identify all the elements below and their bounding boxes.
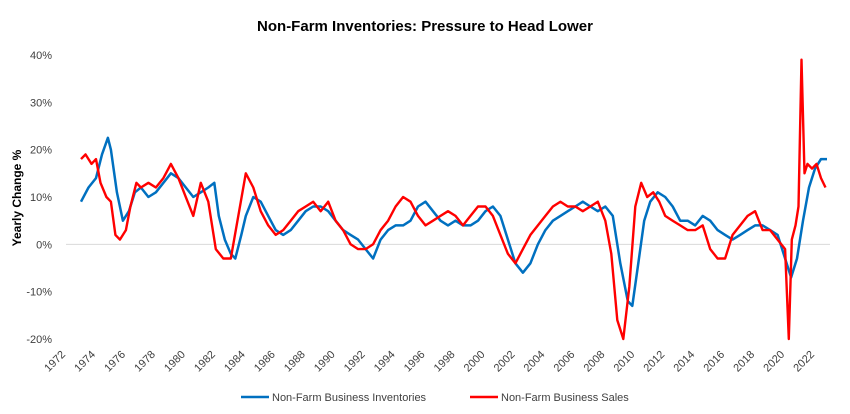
y-tick-label: 40%: [30, 50, 52, 62]
x-tick-label: 1980: [162, 349, 188, 375]
x-axis-ticks: 1972 1974 1976 1978 1980 1982 1984 1986 1988 1990…: [42, 349, 817, 375]
y-axis-label: Yearly Change %: [10, 149, 24, 246]
x-tick-label: 2004: [522, 349, 548, 375]
chart-title: Non-Farm Inventories: Pressure to Head L…: [257, 18, 593, 35]
x-tick-label: 2002: [492, 349, 518, 375]
x-tick-label: 1976: [102, 349, 128, 375]
x-tick-label: 1996: [402, 349, 428, 375]
series-line-inventories: [79, 136, 827, 308]
y-tick-label: 0%: [36, 239, 52, 251]
x-tick-label: 1992: [342, 349, 368, 375]
x-tick-label: 1988: [282, 349, 308, 375]
x-tick-label: 2008: [582, 349, 608, 375]
x-tick-label: 2016: [701, 349, 727, 375]
x-tick-label: 1986: [252, 349, 278, 375]
x-tick-label: 1984: [222, 349, 248, 375]
series-line-sales: [80, 58, 827, 341]
y-tick-label: -10%: [26, 287, 52, 299]
legend-label: Non-Farm Business Sales: [501, 392, 629, 404]
x-tick-label: 2014: [671, 349, 697, 375]
y-tick-label: 10%: [30, 192, 52, 204]
x-tick-label: 1994: [372, 349, 398, 375]
x-tick-label: 2000: [462, 349, 488, 375]
x-tick-label: 2018: [731, 349, 757, 375]
legend: Non-Farm Business Inventories Non-Farm Bu…: [241, 392, 629, 404]
x-tick-label: 1974: [72, 349, 98, 375]
y-tick-label: -20%: [26, 334, 52, 346]
x-tick-label: 2006: [552, 349, 578, 375]
x-tick-label: 1990: [312, 349, 338, 375]
x-tick-label: 1978: [132, 349, 158, 375]
x-tick-label: 1972: [42, 349, 68, 375]
x-tick-label: 1982: [192, 349, 218, 375]
x-tick-label: 2022: [791, 349, 817, 375]
y-tick-label: 30%: [30, 97, 52, 109]
x-tick-label: 2020: [761, 349, 787, 375]
y-tick-label: 20%: [30, 145, 52, 157]
legend-label: Non-Farm Business Inventories: [272, 392, 427, 404]
x-tick-label: 2012: [642, 349, 668, 375]
y-axis-ticks: 40% 30% 20% 10% 0% -10% -20%: [26, 50, 52, 346]
series-lines: [79, 58, 827, 341]
x-tick-label: 2010: [612, 349, 638, 375]
x-tick-label: 1998: [432, 349, 458, 375]
